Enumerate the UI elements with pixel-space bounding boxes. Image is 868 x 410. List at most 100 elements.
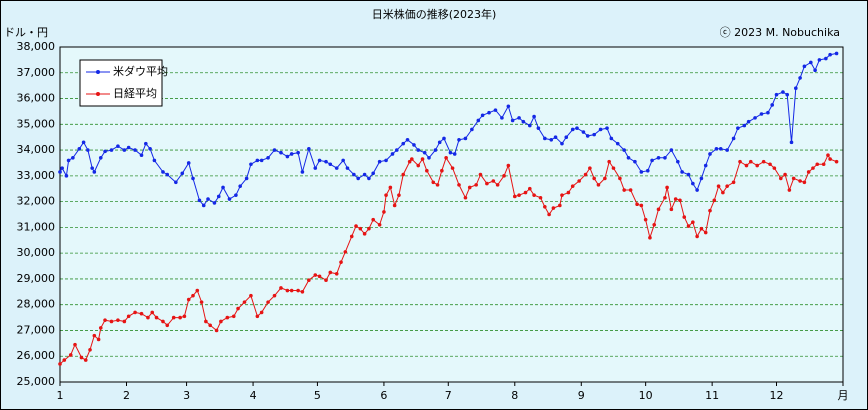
data-point — [324, 159, 328, 164]
data-point — [622, 188, 626, 192]
legend-swatch-dot — [96, 70, 100, 74]
data-point — [609, 136, 614, 141]
data-point — [317, 274, 322, 279]
data-point — [532, 193, 536, 197]
data-point — [699, 226, 704, 231]
data-point — [736, 126, 740, 130]
data-point — [425, 168, 429, 173]
data-point — [517, 193, 521, 197]
data-point — [643, 217, 648, 222]
data-point — [272, 293, 277, 298]
data-point — [785, 92, 790, 97]
data-point — [474, 183, 478, 187]
x-tick-label: 12 — [769, 389, 783, 402]
data-point — [772, 166, 777, 170]
data-point — [652, 223, 657, 227]
data-point — [92, 333, 97, 338]
data-point — [259, 158, 264, 163]
y-tick-label: 37,000 — [17, 66, 56, 79]
legend-label: 日経平均 — [113, 87, 157, 100]
data-point — [238, 184, 242, 188]
data-point — [570, 127, 575, 132]
data-point — [815, 162, 820, 167]
data-point — [708, 152, 712, 156]
data-point — [64, 174, 69, 178]
data-point — [116, 318, 120, 322]
data-point — [334, 271, 339, 276]
data-point — [73, 342, 77, 347]
data-point — [566, 190, 571, 195]
data-point — [208, 323, 212, 328]
data-point — [463, 195, 468, 200]
data-point — [592, 132, 596, 137]
data-point — [480, 113, 485, 118]
data-point — [109, 319, 114, 324]
data-point — [77, 146, 82, 151]
data-point — [410, 157, 414, 161]
data-point — [354, 224, 358, 228]
data-point — [543, 204, 547, 209]
y-axis-label: ドル・円 — [4, 26, 48, 39]
data-point — [212, 201, 217, 205]
data-point — [669, 148, 674, 152]
data-point — [440, 168, 444, 173]
data-point — [86, 148, 90, 152]
data-point — [416, 148, 421, 152]
data-point — [528, 123, 532, 128]
data-point — [744, 163, 749, 168]
data-point — [279, 286, 283, 290]
data-point — [783, 172, 787, 177]
data-point — [673, 197, 678, 201]
data-point — [768, 162, 772, 167]
data-point — [96, 337, 101, 342]
data-point — [219, 319, 223, 324]
data-point — [712, 198, 717, 203]
data-point — [618, 176, 622, 181]
annotation: ⓒ 2023 M. Nobuchika — [720, 26, 840, 39]
y-tick-label: 38,000 — [17, 40, 56, 53]
data-point — [828, 52, 832, 57]
data-point — [367, 226, 371, 231]
data-point — [382, 210, 386, 214]
data-point — [216, 194, 221, 199]
data-point — [394, 148, 399, 152]
data-point — [476, 118, 481, 123]
data-point — [802, 64, 807, 69]
data-point — [58, 362, 62, 366]
data-point — [442, 136, 446, 141]
data-point — [79, 355, 84, 360]
y-tick-label: 25,000 — [17, 375, 56, 388]
data-point — [296, 150, 300, 155]
data-point — [639, 170, 644, 174]
data-point — [98, 326, 103, 330]
data-point — [307, 146, 311, 151]
data-point — [272, 148, 277, 152]
data-point — [182, 314, 187, 319]
data-point — [83, 358, 88, 362]
data-point — [500, 116, 504, 120]
data-point — [109, 148, 114, 152]
data-point — [809, 60, 813, 65]
data-point — [227, 197, 232, 201]
data-point — [512, 194, 517, 199]
data-point — [695, 234, 699, 239]
data-point — [570, 184, 575, 188]
data-point — [676, 159, 680, 164]
data-point — [144, 141, 148, 146]
data-point — [103, 149, 107, 154]
data-point — [551, 206, 556, 210]
data-point — [650, 158, 654, 163]
data-point — [339, 260, 343, 264]
data-point — [199, 300, 204, 304]
data-point — [577, 179, 581, 183]
data-point — [401, 172, 406, 177]
data-point — [279, 150, 283, 155]
data-point — [296, 288, 300, 293]
data-point — [708, 208, 712, 213]
x-tick-label: 9 — [578, 389, 585, 402]
data-point — [349, 234, 354, 239]
data-point — [558, 203, 562, 208]
data-point — [334, 166, 339, 170]
data-point — [564, 135, 569, 139]
data-point — [457, 137, 461, 142]
